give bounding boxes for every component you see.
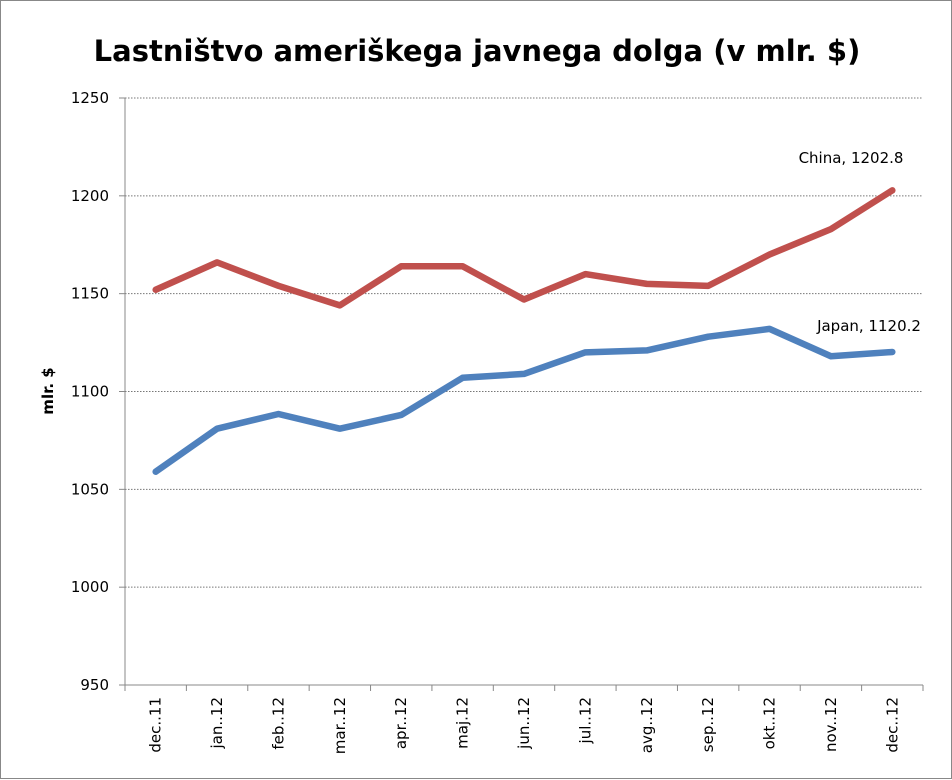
x-tick-label: jul..12 [576,697,594,744]
y-tick-labels: 950 1000 1050 1100 1150 1200 1250 [71,89,109,694]
x-tick-labels: dec..11 jan..12 feb..12 mar..12 apr..12 maj.1… [147,697,902,754]
y-axis-label: mlr. $ [39,367,57,414]
x-tick-label: jan..12 [208,697,226,750]
y-tick-label: 1100 [71,383,109,401]
chart-title: Lastništvo ameriškega javnega dolga (v m… [94,34,861,68]
x-tick-label: okt..12 [761,697,779,749]
series-line-china [156,190,893,305]
x-tick-label: apr..12 [392,697,410,749]
y-tick-label: 1150 [71,285,109,303]
y-tick-label: 1250 [71,89,109,107]
x-tick-label: jun..12 [515,697,533,750]
x-tick-label: dec..12 [883,697,901,753]
x-tick-label: dec..11 [147,697,165,753]
x-tick-label: sep..12 [699,697,717,752]
series-lines [156,190,893,472]
x-tick-label: maj.12 [454,697,472,749]
x-tick-label: feb..12 [269,697,287,750]
y-tick-label: 950 [80,676,109,694]
x-tick-label: avg..12 [638,697,656,753]
japan-data-label: Japan, 1120.2 [816,317,921,335]
y-tick-label: 1200 [71,187,109,205]
china-data-label: China, 1202.8 [799,149,904,167]
x-tick-label: mar..12 [331,697,349,754]
axes [119,98,923,691]
y-tick-label: 1050 [71,480,109,498]
y-tick-label: 1000 [71,578,109,596]
x-tick-label: nov..12 [822,697,840,752]
series-line-japan [156,329,893,472]
